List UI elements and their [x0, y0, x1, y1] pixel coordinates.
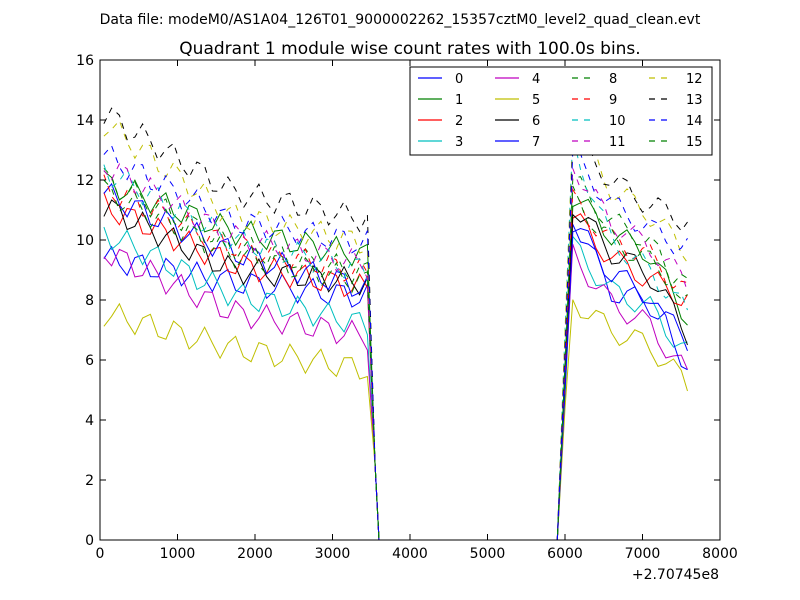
series-line-3 [103, 226, 688, 541]
x-tick-label: 5000 [470, 546, 506, 562]
legend-label-11: 11 [609, 135, 626, 150]
series-line-12 [103, 119, 688, 541]
legend-label-15: 15 [686, 135, 703, 150]
y-tick-label: 6 [85, 353, 94, 369]
legend-label-9: 9 [609, 93, 617, 108]
series-line-6 [103, 199, 688, 541]
legend-label-6: 6 [532, 114, 540, 129]
legend-label-7: 7 [532, 135, 540, 150]
y-tick-label: 10 [76, 233, 94, 249]
series-line-9 [103, 174, 688, 541]
series-line-1 [103, 170, 688, 541]
legend-label-8: 8 [609, 72, 617, 87]
legend-label-5: 5 [532, 93, 540, 108]
y-tick-label: 0 [85, 533, 94, 549]
y-tick-label: 14 [76, 113, 94, 129]
series-line-13 [103, 107, 688, 541]
legend-label-2: 2 [455, 114, 463, 129]
x-tick-label: 6000 [547, 546, 583, 562]
x-tick-label: 0 [96, 546, 105, 562]
legend-label-3: 3 [455, 135, 463, 150]
x-tick-label: 3000 [315, 546, 351, 562]
legend-label-0: 0 [455, 72, 463, 87]
y-tick-label: 12 [76, 173, 94, 189]
plot-area: 0 1000 2000 3000 4000 5000 6000 7000 80000246810… [76, 53, 738, 562]
x-tick-label: 8000 [702, 546, 738, 562]
x-tick-label: 1000 [160, 546, 196, 562]
chart-title: Quadrant 1 module wise count rates with … [179, 39, 640, 59]
legend-box [409, 66, 713, 156]
legend-label-13: 13 [686, 93, 703, 108]
legend-label-12: 12 [686, 72, 703, 87]
x-offset-label: +2.70745e8 [632, 567, 719, 583]
legend-label-14: 14 [686, 114, 703, 129]
x-tick-label: 7000 [625, 546, 661, 562]
y-tick-label: 8 [85, 293, 94, 309]
series-line-8 [103, 167, 688, 541]
x-tick-label: 2000 [237, 546, 273, 562]
legend-label-10: 10 [609, 114, 626, 129]
y-tick-label: 16 [76, 53, 94, 69]
legend-label-4: 4 [532, 72, 540, 87]
series-line-4 [103, 244, 688, 541]
chart-suptitle: Data file: modeM0/AS1A04_126T01_90000022… [100, 12, 701, 28]
series-line-14 [103, 144, 688, 541]
series-line-2 [103, 192, 688, 541]
y-tick-label: 4 [85, 413, 94, 429]
series-line-5 [103, 299, 688, 541]
y-tick-label: 2 [85, 473, 94, 489]
legend-label-1: 1 [455, 93, 463, 108]
x-tick-label: 4000 [392, 546, 428, 562]
